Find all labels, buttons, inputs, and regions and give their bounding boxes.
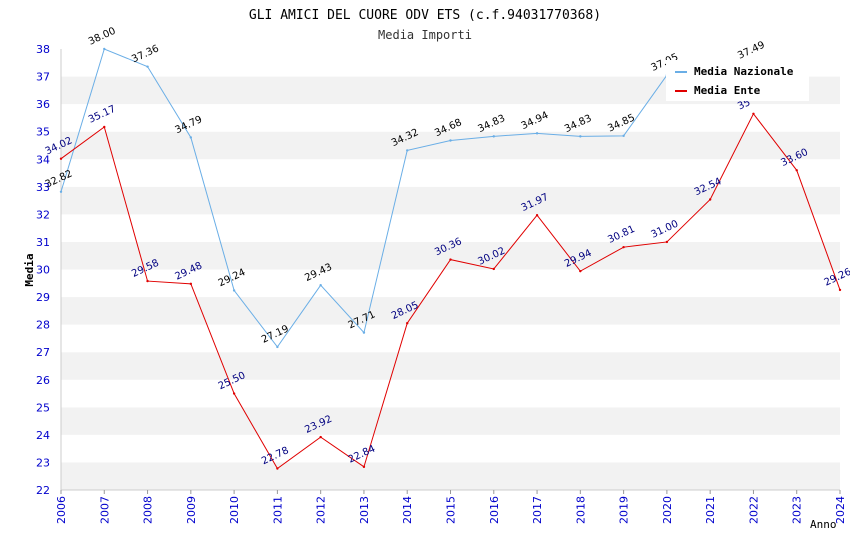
data-point-media-nazionale (449, 139, 452, 142)
x-tick-label: 2011 (271, 496, 284, 524)
x-tick-label: 2012 (315, 496, 328, 524)
grid-bands (61, 49, 840, 490)
legend-label-media-nazionale: Media Nazionale (694, 65, 794, 78)
data-point-media-ente (59, 157, 63, 160)
x-tick-label: 2024 (834, 496, 847, 524)
grid-band (61, 379, 840, 408)
legend: Media Nazionale Media Ente (666, 60, 809, 101)
y-tick-label: 25 (36, 401, 50, 414)
data-point-media-ente (319, 435, 322, 439)
x-tick-label: 2017 (531, 496, 544, 524)
data-point-media-nazionale (103, 47, 106, 51)
legend-label-media-ente: Media Ente (694, 84, 761, 97)
data-point-media-ente (232, 392, 236, 395)
data-point-media-nazionale (189, 136, 193, 139)
x-tick-label: 2015 (445, 496, 458, 524)
grid-band (61, 324, 840, 353)
grid-band (61, 462, 840, 490)
data-point-media-nazionale (59, 190, 63, 193)
data-point-media-ente (103, 125, 106, 129)
data-point-media-ente (622, 245, 625, 249)
x-tick-label: 2022 (747, 496, 760, 524)
x-tick-label: 2007 (98, 496, 111, 524)
x-tick-label: 2010 (228, 496, 241, 524)
y-axis-label: Media (23, 253, 36, 286)
y-tick-label: 28 (36, 319, 50, 332)
grid-band (61, 104, 840, 132)
y-tick-label: 30 (36, 264, 50, 277)
y-tick-label: 26 (36, 374, 50, 387)
data-point-media-ente (406, 322, 409, 325)
data-point-media-ente (146, 279, 149, 283)
data-point-media-ente (535, 214, 539, 217)
data-point-media-nazionale (579, 135, 582, 138)
data-point-media-nazionale (492, 135, 495, 138)
data-point-media-ente (752, 112, 755, 115)
data-point-media-ente (492, 267, 495, 271)
grid-band (61, 407, 840, 435)
y-tick-label: 23 (36, 456, 50, 469)
y-tick-label: 37 (36, 71, 50, 84)
data-point-media-ente (665, 240, 669, 244)
data-point-media-ente (708, 198, 712, 201)
y-tick-label: 31 (36, 236, 50, 249)
x-tick-label: 2018 (574, 496, 587, 524)
data-point-media-ente (362, 465, 366, 469)
grid-band (61, 186, 840, 215)
data-point-media-nazionale (146, 65, 149, 68)
data-point-media-ente (276, 467, 279, 470)
x-tick-label: 2008 (142, 496, 155, 524)
y-tick-label: 22 (36, 484, 50, 497)
data-point-media-nazionale (622, 134, 625, 138)
x-axis-label: Anno (810, 518, 837, 531)
data-point-media-nazionale (362, 331, 366, 334)
grid-band (61, 214, 840, 242)
chart-title: GLI AMICI DEL CUORE ODV ETS (c.f.9403177… (249, 8, 601, 23)
data-point-media-ente (838, 288, 842, 292)
y-tick-label: 35 (36, 126, 50, 139)
data-point-media-nazionale (319, 284, 322, 287)
y-tick-label: 36 (36, 98, 50, 111)
y-tick-labels: 22 23 24 25 26 27 28 29 30 31 32 33 34 35 36 37 38 (36, 43, 50, 497)
grid-band (61, 297, 840, 325)
x-tick-label: 2016 (488, 496, 501, 524)
x-tick-label: 2021 (704, 496, 717, 524)
grid-band (61, 434, 840, 463)
x-tick-label: 2019 (618, 496, 631, 524)
y-tick-label: 34 (36, 153, 50, 166)
y-tick-label: 27 (36, 346, 50, 359)
data-label-media-nazionale: 38.00 (87, 26, 118, 48)
x-tick-label: 2014 (401, 496, 414, 524)
y-tick-label: 33 (36, 181, 50, 194)
x-tick-label: 2009 (185, 496, 198, 524)
x-tick-label: 2013 (358, 496, 371, 524)
data-point-media-ente (795, 169, 798, 172)
data-point-media-ente (189, 282, 193, 286)
grid-band (61, 241, 840, 270)
data-point-media-ente (579, 269, 582, 273)
data-point-media-nazionale (406, 149, 409, 152)
x-tick-label: 2006 (55, 496, 68, 524)
data-point-media-nazionale (232, 289, 236, 292)
grid-band (61, 159, 840, 187)
y-tick-label: 24 (36, 429, 50, 442)
y-tick-label: 38 (36, 43, 50, 56)
y-tick-label: 29 (36, 291, 50, 304)
data-point-media-nazionale (535, 132, 539, 135)
legend-box (666, 60, 809, 101)
x-tick-label: 2020 (661, 496, 674, 524)
chart-subtitle: Media Importi (378, 28, 472, 42)
y-tick-label: 32 (36, 208, 50, 221)
data-point-media-ente (449, 258, 452, 261)
x-tick-label: 2023 (791, 496, 804, 524)
grid-band (61, 352, 840, 380)
x-tick-labels: 2006 2007 2008 2009 2010 2011 2012 2013 2014 2015… (55, 490, 847, 524)
data-point-media-nazionale (276, 345, 279, 349)
